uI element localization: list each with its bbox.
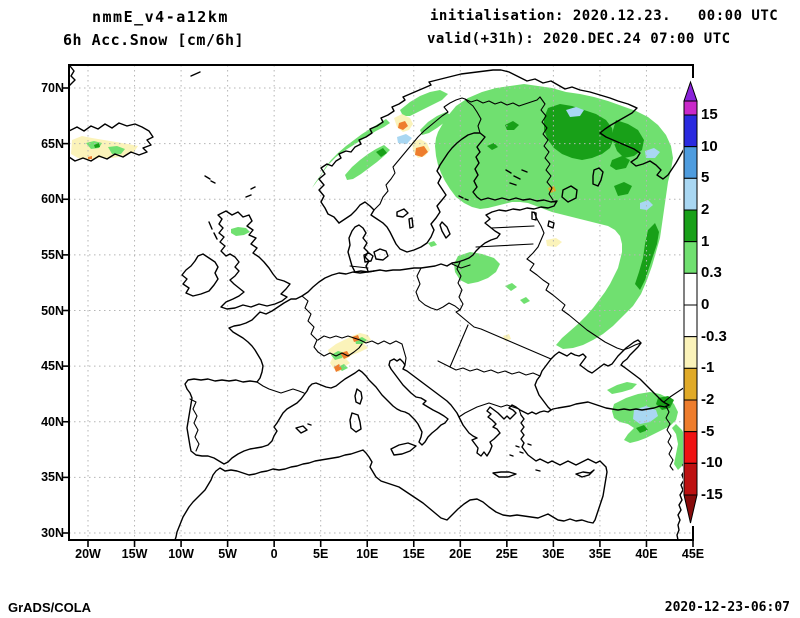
lon-label: 5E xyxy=(313,547,329,561)
coast-hebrides xyxy=(208,186,256,240)
creation-timestamp: 2020-12-23-06:07 xyxy=(664,600,790,615)
colorbar-value-label: -10 xyxy=(701,454,723,472)
coastlines xyxy=(69,65,693,540)
colorbar-value-label: 15 xyxy=(701,106,718,123)
lon-label: 15W xyxy=(121,547,148,561)
model-title: nmmE_v4-a12km xyxy=(92,8,229,26)
colorbar-value-label: 0.3 xyxy=(701,264,722,282)
lat-label: 30N xyxy=(41,526,64,540)
lon-label: 40E xyxy=(635,547,658,561)
colorbar-value-label: -1 xyxy=(701,359,715,377)
colorbar-value-label: -2 xyxy=(701,391,715,408)
colorbar xyxy=(683,78,698,526)
coast-baltic xyxy=(338,132,558,273)
coast-jan-mayen xyxy=(190,71,201,77)
coast-ireland xyxy=(181,253,219,297)
coast-west-europe-mediterranean xyxy=(184,270,670,465)
lon-label: 35E xyxy=(588,547,612,561)
lon-label: 20E xyxy=(449,547,472,561)
lon-label: 0 xyxy=(270,547,278,561)
coast-greenland-edge xyxy=(69,65,76,87)
lon-label: 25E xyxy=(495,547,518,561)
shade-cream-under xyxy=(71,136,562,372)
lat-label: 55N xyxy=(41,247,64,262)
lon-label: 20W xyxy=(75,547,101,561)
coast-faroes xyxy=(204,175,216,184)
coast-denmark xyxy=(347,224,370,273)
lon-label: 5W xyxy=(218,547,237,561)
coast-aegean-islands xyxy=(509,443,541,472)
initialisation-line: initialisation: 2020.12.23. 00:00 UTC xyxy=(430,8,779,24)
lat-label: 70N xyxy=(41,81,64,95)
colorbar-value-label: 10 xyxy=(701,137,718,155)
lat-label: 35N xyxy=(41,470,64,485)
coast-gotland xyxy=(439,195,469,239)
colorbar-value-label: 5 xyxy=(701,169,710,187)
valid-line: valid(+31h): 2020.DEC.24 07:00 UTC xyxy=(427,31,731,47)
lon-label: 45E xyxy=(681,547,705,561)
coast-turkey-africa xyxy=(174,414,608,540)
colorbar-value-label: -5 xyxy=(701,422,715,440)
coast-iceland xyxy=(69,122,154,162)
colorbar-value-label: -15 xyxy=(701,486,723,503)
lakes xyxy=(396,167,604,229)
lat-label: 40N xyxy=(41,414,64,429)
colorbar-value-label: 0 xyxy=(701,296,710,313)
lon-label: 10E xyxy=(356,547,379,561)
shade-dark-green xyxy=(94,104,674,433)
colorbar-value-label: -0.3 xyxy=(701,327,727,345)
country-borders xyxy=(189,96,693,471)
lat-label: 65N xyxy=(41,136,64,151)
lat-label: 45N xyxy=(41,359,64,374)
lon-label: 30E xyxy=(542,547,565,561)
colorbar-value-label: 2 xyxy=(701,201,710,218)
coast-great-britain xyxy=(217,210,291,310)
lon-label: 10W xyxy=(168,547,194,561)
coast-islands xyxy=(295,388,595,478)
axis-ticks xyxy=(62,87,694,547)
lat-label: 60N xyxy=(41,192,64,207)
coast-danish-isles xyxy=(363,248,389,263)
coast-norway-kola xyxy=(318,69,693,224)
lon-label: 15E xyxy=(402,547,425,561)
grads-credit: GrADS/COLA xyxy=(8,600,92,615)
colorbar-value-label: 1 xyxy=(701,232,710,250)
lat-label: 50N xyxy=(41,303,64,318)
field-title: 6h Acc.Snow [cm/6h] xyxy=(63,31,245,49)
snow-shading xyxy=(71,84,693,470)
